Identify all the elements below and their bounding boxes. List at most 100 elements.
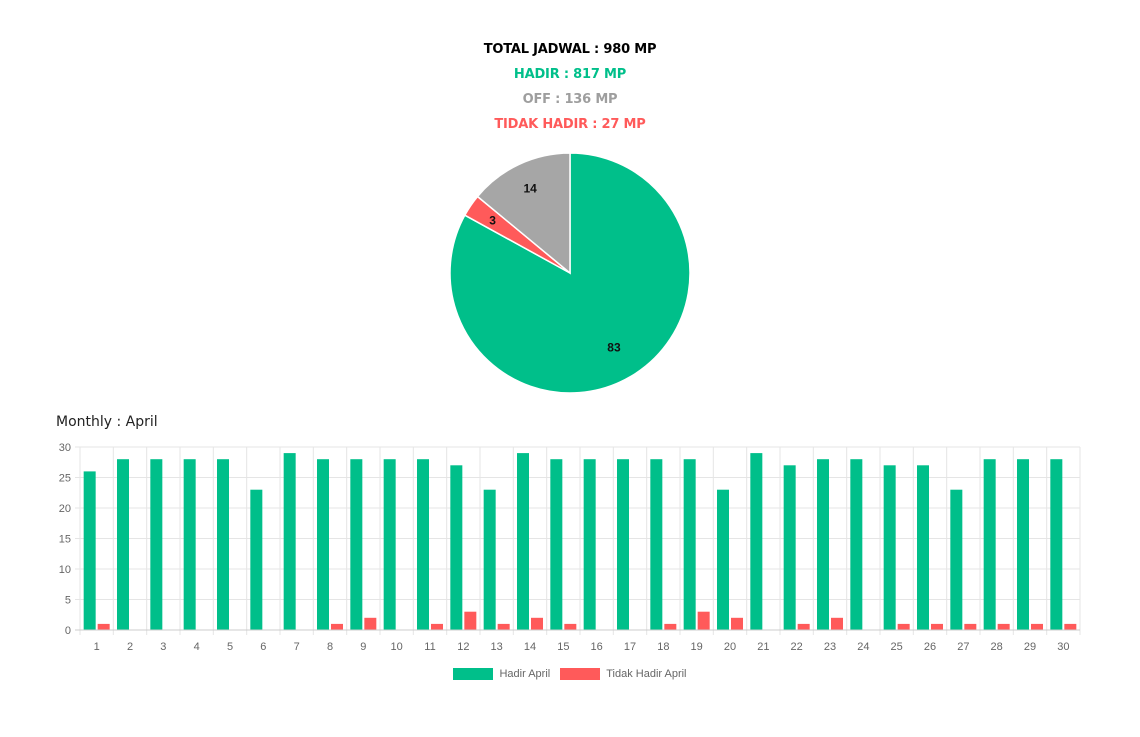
x-tick-label: 23 bbox=[824, 641, 836, 653]
x-tick-label: 7 bbox=[294, 641, 300, 653]
legend-label-tidak-hadir: Tidak Hadir April bbox=[606, 668, 687, 680]
y-tick-label: 5 bbox=[65, 595, 71, 607]
bar-hadir[interactable] bbox=[817, 459, 829, 630]
x-tick-label: 27 bbox=[957, 641, 969, 653]
bar-hadir[interactable] bbox=[483, 489, 496, 630]
x-tick-label: 6 bbox=[260, 641, 266, 653]
off-label: OFF : 136 MP bbox=[522, 92, 618, 107]
y-tick-label: 0 bbox=[65, 625, 71, 637]
bar-hadir[interactable] bbox=[917, 465, 929, 630]
bar-hadir[interactable] bbox=[850, 459, 863, 630]
y-tick-label: 15 bbox=[59, 534, 71, 546]
bar-hadir[interactable] bbox=[1017, 459, 1029, 630]
x-tick-label: 3 bbox=[160, 641, 166, 653]
legend-label-hadir: Hadir April bbox=[499, 668, 551, 680]
hadir-label: HADIR : 817 MP bbox=[513, 67, 627, 82]
bar-tidak-hadir[interactable] bbox=[797, 623, 810, 630]
bar-hadir[interactable] bbox=[950, 489, 963, 630]
pie-slice-label-0: 83 bbox=[607, 340, 621, 354]
bar-legend: Hadir April Tidak Hadir April bbox=[0, 668, 1140, 680]
x-tick-label: 2 bbox=[127, 641, 133, 653]
bar-hadir[interactable] bbox=[383, 459, 396, 630]
x-tick-label: 10 bbox=[391, 641, 403, 653]
bar-hadir[interactable] bbox=[1050, 459, 1063, 630]
bar-tidak-hadir[interactable] bbox=[531, 617, 543, 630]
y-tick-label: 30 bbox=[59, 442, 71, 454]
bar-hadir[interactable] bbox=[450, 465, 463, 630]
total-jadwal-label: TOTAL JADWAL : 980 MP bbox=[483, 42, 657, 57]
bar-hadir[interactable] bbox=[217, 459, 229, 630]
bar-hadir[interactable] bbox=[183, 459, 196, 630]
x-tick-label: 15 bbox=[557, 641, 569, 653]
x-tick-label: 28 bbox=[991, 641, 1003, 653]
bar-hadir[interactable] bbox=[650, 459, 663, 630]
tidak-hadir-label: TIDAK HADIR : 27 MP bbox=[494, 117, 646, 132]
x-tick-label: 11 bbox=[424, 641, 435, 653]
bar-tidak-hadir[interactable] bbox=[697, 611, 710, 630]
bar-hadir[interactable] bbox=[250, 489, 263, 630]
summary-block: TOTAL JADWAL : 980 MP HADIR : 817 MP OFF… bbox=[0, 40, 1140, 140]
bar-hadir[interactable] bbox=[83, 471, 96, 630]
x-tick-label: 12 bbox=[457, 641, 469, 653]
bar-hadir[interactable] bbox=[750, 453, 763, 630]
bar-tidak-hadir[interactable] bbox=[997, 623, 1010, 630]
bar-hadir[interactable] bbox=[117, 459, 129, 630]
x-tick-label: 1 bbox=[94, 641, 100, 653]
bar-hadir[interactable] bbox=[517, 453, 529, 630]
x-tick-label: 19 bbox=[691, 641, 703, 653]
bar-hadir[interactable] bbox=[583, 459, 596, 630]
bar-tidak-hadir[interactable] bbox=[964, 623, 977, 630]
legend-item-hadir[interactable]: Hadir April bbox=[453, 668, 550, 680]
bar-hadir[interactable] bbox=[417, 459, 429, 630]
bar-tidak-hadir[interactable] bbox=[564, 623, 577, 630]
x-tick-label: 4 bbox=[194, 641, 200, 653]
bar-hadir[interactable] bbox=[783, 465, 796, 630]
bar-tidak-hadir[interactable] bbox=[431, 623, 443, 630]
x-tick-label: 30 bbox=[1057, 641, 1069, 653]
x-tick-label: 16 bbox=[591, 641, 603, 653]
x-tick-label: 17 bbox=[624, 641, 636, 653]
bar-tidak-hadir[interactable] bbox=[831, 617, 843, 630]
bar-tidak-hadir[interactable] bbox=[1064, 623, 1077, 630]
pie-slice-2[interactable] bbox=[476, 152, 571, 275]
bar-hadir[interactable] bbox=[317, 459, 329, 630]
x-tick-label: 29 bbox=[1024, 641, 1036, 653]
y-tick-label: 25 bbox=[59, 473, 71, 485]
bar-tidak-hadir[interactable] bbox=[664, 623, 677, 630]
pie-slice-label-1: 3 bbox=[489, 213, 496, 227]
bar-hadir[interactable] bbox=[683, 459, 696, 630]
bar-tidak-hadir[interactable] bbox=[731, 617, 743, 630]
x-tick-label: 25 bbox=[891, 641, 903, 653]
monthly-chart-title: Monthly : April bbox=[56, 414, 158, 430]
bar-hadir[interactable] bbox=[283, 453, 296, 630]
bar-hadir[interactable] bbox=[150, 459, 163, 630]
x-tick-label: 26 bbox=[924, 641, 936, 653]
bar-hadir[interactable] bbox=[983, 459, 996, 630]
bar-tidak-hadir[interactable] bbox=[497, 623, 510, 630]
bar-hadir[interactable] bbox=[350, 459, 363, 630]
bar-tidak-hadir[interactable] bbox=[364, 617, 377, 630]
x-tick-label: 5 bbox=[227, 641, 233, 653]
x-tick-label: 21 bbox=[757, 641, 769, 653]
bar-tidak-hadir[interactable] bbox=[97, 623, 110, 630]
x-tick-label: 22 bbox=[791, 641, 803, 653]
x-tick-label: 18 bbox=[657, 641, 669, 653]
x-tick-label: 8 bbox=[327, 641, 333, 653]
attendance-pie-chart: 83 3 14 bbox=[449, 152, 691, 394]
x-tick-label: 20 bbox=[724, 641, 736, 653]
bar-tidak-hadir[interactable] bbox=[897, 623, 910, 630]
y-tick-label: 20 bbox=[59, 503, 71, 515]
x-tick-label: 24 bbox=[857, 641, 869, 653]
x-tick-label: 9 bbox=[360, 641, 366, 653]
legend-item-tidak-hadir[interactable]: Tidak Hadir April bbox=[560, 668, 687, 680]
bar-tidak-hadir[interactable] bbox=[931, 623, 943, 630]
y-tick-label: 10 bbox=[59, 564, 71, 576]
bar-hadir[interactable] bbox=[883, 465, 896, 630]
bar-hadir[interactable] bbox=[550, 459, 563, 630]
bar-hadir[interactable] bbox=[617, 459, 629, 630]
bar-hadir[interactable] bbox=[717, 489, 729, 630]
bar-tidak-hadir[interactable] bbox=[1031, 623, 1043, 630]
bar-tidak-hadir[interactable] bbox=[331, 623, 343, 630]
bar-tidak-hadir[interactable] bbox=[464, 611, 477, 630]
